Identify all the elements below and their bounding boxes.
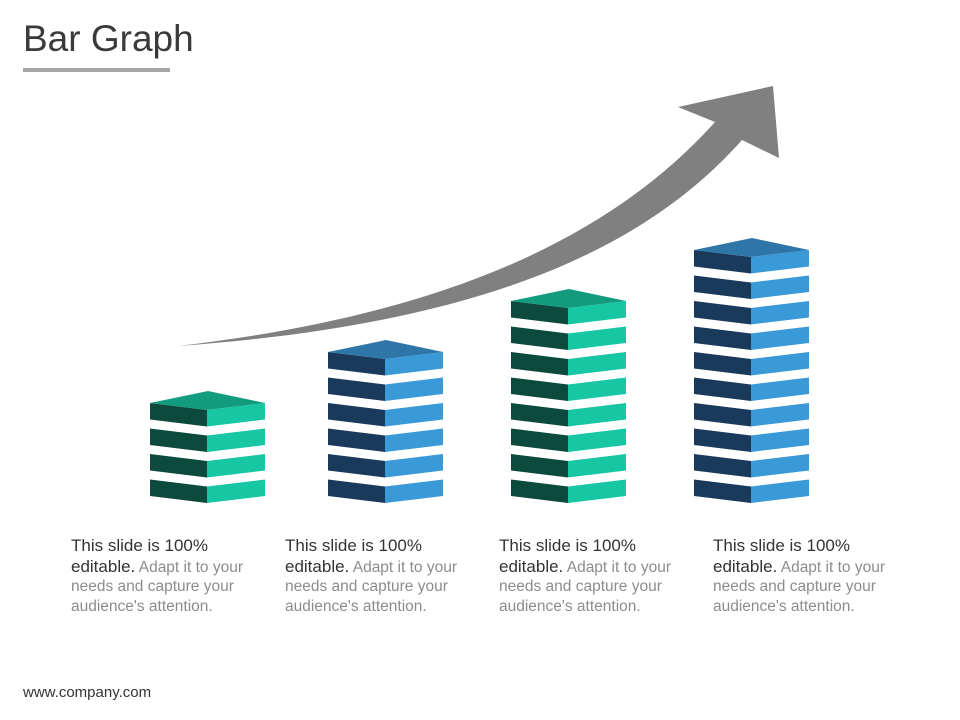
bar-4-block-8-front (694, 301, 751, 325)
title-underline (23, 68, 170, 72)
bar-3-block-2-front (511, 454, 568, 478)
bar-1-block-3-front (150, 428, 207, 452)
bar-4-block-1-front (694, 479, 751, 503)
description-2-body: Adapt it to your needs and capture your … (285, 558, 457, 615)
bar-2-block-4-side (385, 403, 443, 427)
description-4-body: Adapt it to your needs and capture your … (713, 558, 885, 615)
bar-4-block-1-side (751, 479, 809, 503)
bar-2-block-5-front (328, 377, 385, 401)
bar-1-block-1-side (207, 479, 265, 503)
bar-4-block-10-side (751, 250, 809, 274)
bar-3-top (511, 289, 626, 308)
description-3: This slide is 100% editable. Adapt it to… (499, 536, 679, 616)
bar-2-top (328, 340, 443, 359)
bar-4-block-3-front (694, 428, 751, 452)
bar-2-block-3-side (385, 428, 443, 452)
bar-4-block-5-side (751, 377, 809, 401)
bar-3-block-5-front (511, 377, 568, 401)
bar-4-block-7-side (751, 326, 809, 350)
bar-4-block-2-side (751, 454, 809, 478)
bar-1-block-3-side (207, 428, 265, 452)
bar-1-block-2-front (150, 454, 207, 478)
bar-4-block-9-side (751, 275, 809, 299)
bar-2-block-1-side (385, 479, 443, 503)
footer-url: www.company.com (23, 684, 152, 701)
bar-4-block-6-front (694, 352, 751, 376)
bar-3-block-6-front (511, 352, 568, 376)
bar-3-block-5-side (568, 377, 626, 401)
description-1-body: Adapt it to your needs and capture your … (71, 558, 243, 615)
bar-2-block-5-side (385, 377, 443, 401)
bar-4-block-10-front (694, 250, 751, 274)
bar-2-block-1-front (328, 479, 385, 503)
description-3-lead: This slide is 100% editable. (499, 536, 637, 576)
bar-4-block-7-front (694, 326, 751, 350)
bar-4-block-2-front (694, 454, 751, 478)
description-4-lead: This slide is 100% editable. (713, 536, 851, 576)
bar-2-block-2-front (328, 454, 385, 478)
bars-group (150, 238, 809, 503)
bar-2-block-3-front (328, 428, 385, 452)
bar-3-block-1-side (568, 479, 626, 503)
bar-2-block-6-side (385, 352, 443, 376)
page-title: Bar Graph (23, 18, 194, 59)
bar-2-block-4-front (328, 403, 385, 427)
bar-3-block-7-side (568, 326, 626, 350)
bar-1-top (150, 391, 265, 410)
bar-3-block-7-front (511, 326, 568, 350)
bar-3-block-8-front (511, 301, 568, 325)
bar-1 (150, 391, 265, 503)
bar-3-block-1-front (511, 479, 568, 503)
bar-1-block-4-front (150, 403, 207, 427)
bar-3-block-3-side (568, 428, 626, 452)
description-3-body: Adapt it to your needs and capture your … (499, 558, 671, 615)
bar-4-top (694, 238, 809, 257)
bar-1-block-2-side (207, 454, 265, 478)
bar-2 (328, 340, 443, 503)
bar-4-block-4-side (751, 403, 809, 427)
bar-3-block-4-front (511, 403, 568, 427)
description-2: This slide is 100% editable. Adapt it to… (285, 536, 465, 616)
bar-3-block-6-side (568, 352, 626, 376)
bar-3-block-8-side (568, 301, 626, 325)
description-1: This slide is 100% editable. Adapt it to… (71, 536, 251, 616)
bar-4 (694, 238, 809, 503)
trend-arrow (178, 86, 779, 346)
bar-4-block-8-side (751, 301, 809, 325)
bar-3-block-3-front (511, 428, 568, 452)
bar-3 (511, 289, 626, 503)
bar-1-block-1-front (150, 479, 207, 503)
bar-4-block-6-side (751, 352, 809, 376)
bar-4-block-3-side (751, 428, 809, 452)
bar-3-block-2-side (568, 454, 626, 478)
bar-2-block-6-front (328, 352, 385, 376)
bar-3-block-4-side (568, 403, 626, 427)
bar-4-block-5-front (694, 377, 751, 401)
description-4: This slide is 100% editable. Adapt it to… (713, 536, 893, 616)
bar-1-block-4-side (207, 403, 265, 427)
description-1-lead: This slide is 100% editable. (71, 536, 209, 576)
bar-2-block-2-side (385, 454, 443, 478)
description-2-lead: This slide is 100% editable. (285, 536, 423, 576)
bar-4-block-9-front (694, 275, 751, 299)
bar-4-block-4-front (694, 403, 751, 427)
